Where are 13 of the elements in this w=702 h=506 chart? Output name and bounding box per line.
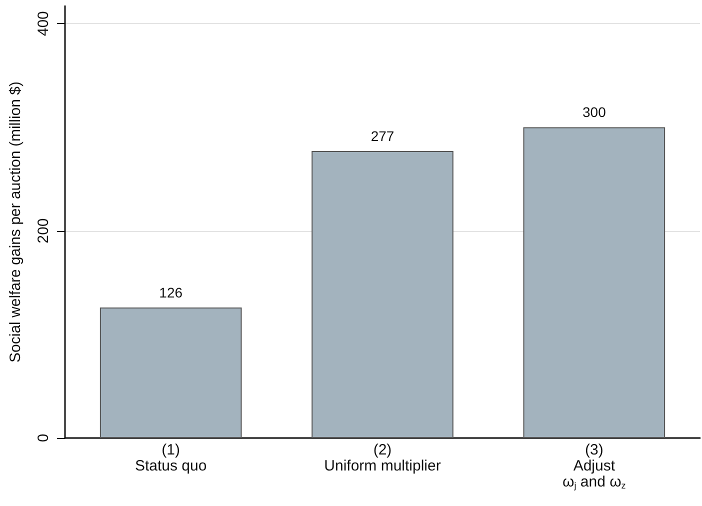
- x-tick-label: (1) Status quo: [134, 442, 207, 474]
- x-tick-label: (2) Uniform multiplier: [324, 442, 441, 474]
- y-tick-label: 0: [35, 434, 52, 442]
- bar: [100, 307, 242, 438]
- data-label: 300: [582, 104, 606, 120]
- data-label: 126: [159, 284, 183, 300]
- y-tick-label: 400: [35, 11, 52, 36]
- bar: [523, 127, 666, 438]
- y-tick-label: 200: [35, 218, 52, 244]
- data-label: 277: [370, 128, 394, 144]
- y-axis-title: Social welfare gains per auction (million $): [7, 82, 24, 362]
- x-tick-label: (3) Adjust ωj and ωz: [562, 442, 626, 490]
- bar: [312, 151, 454, 438]
